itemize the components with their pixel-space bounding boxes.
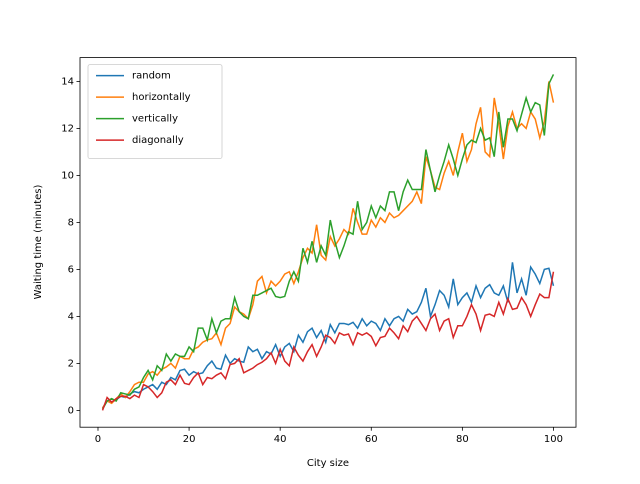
plot-frame xyxy=(79,57,577,428)
x-tick-label: 0 xyxy=(95,434,101,445)
x-tick-label: 80 xyxy=(456,434,469,445)
y-tick-label: 14 xyxy=(61,76,74,87)
y-tick-label: 2 xyxy=(68,358,74,369)
y-tick-label: 0 xyxy=(68,405,74,416)
y-tick-label: 8 xyxy=(68,217,74,228)
legend-label: vertically xyxy=(132,114,178,125)
x-tick-label: 100 xyxy=(544,434,563,445)
series-line xyxy=(101,262,555,409)
series-line xyxy=(101,81,555,409)
y-tick-label: 10 xyxy=(61,170,74,181)
x-tick-label: 60 xyxy=(365,434,378,445)
x-tick-label: 40 xyxy=(274,434,287,445)
x-tick-label: 20 xyxy=(183,434,196,445)
legend-label: random xyxy=(132,71,171,82)
legend-label: horizontally xyxy=(132,92,191,103)
legend-label: diagonally xyxy=(132,135,184,146)
series-line xyxy=(101,271,555,411)
y-tick-label: 12 xyxy=(61,123,74,134)
y-axis-label: Waiting time (minutes) xyxy=(33,185,44,300)
legend-box xyxy=(87,64,223,159)
y-tick-label: 6 xyxy=(68,264,74,275)
series-line xyxy=(101,74,555,410)
x-axis-label: City size xyxy=(307,458,349,469)
y-tick-label: 4 xyxy=(68,311,74,322)
